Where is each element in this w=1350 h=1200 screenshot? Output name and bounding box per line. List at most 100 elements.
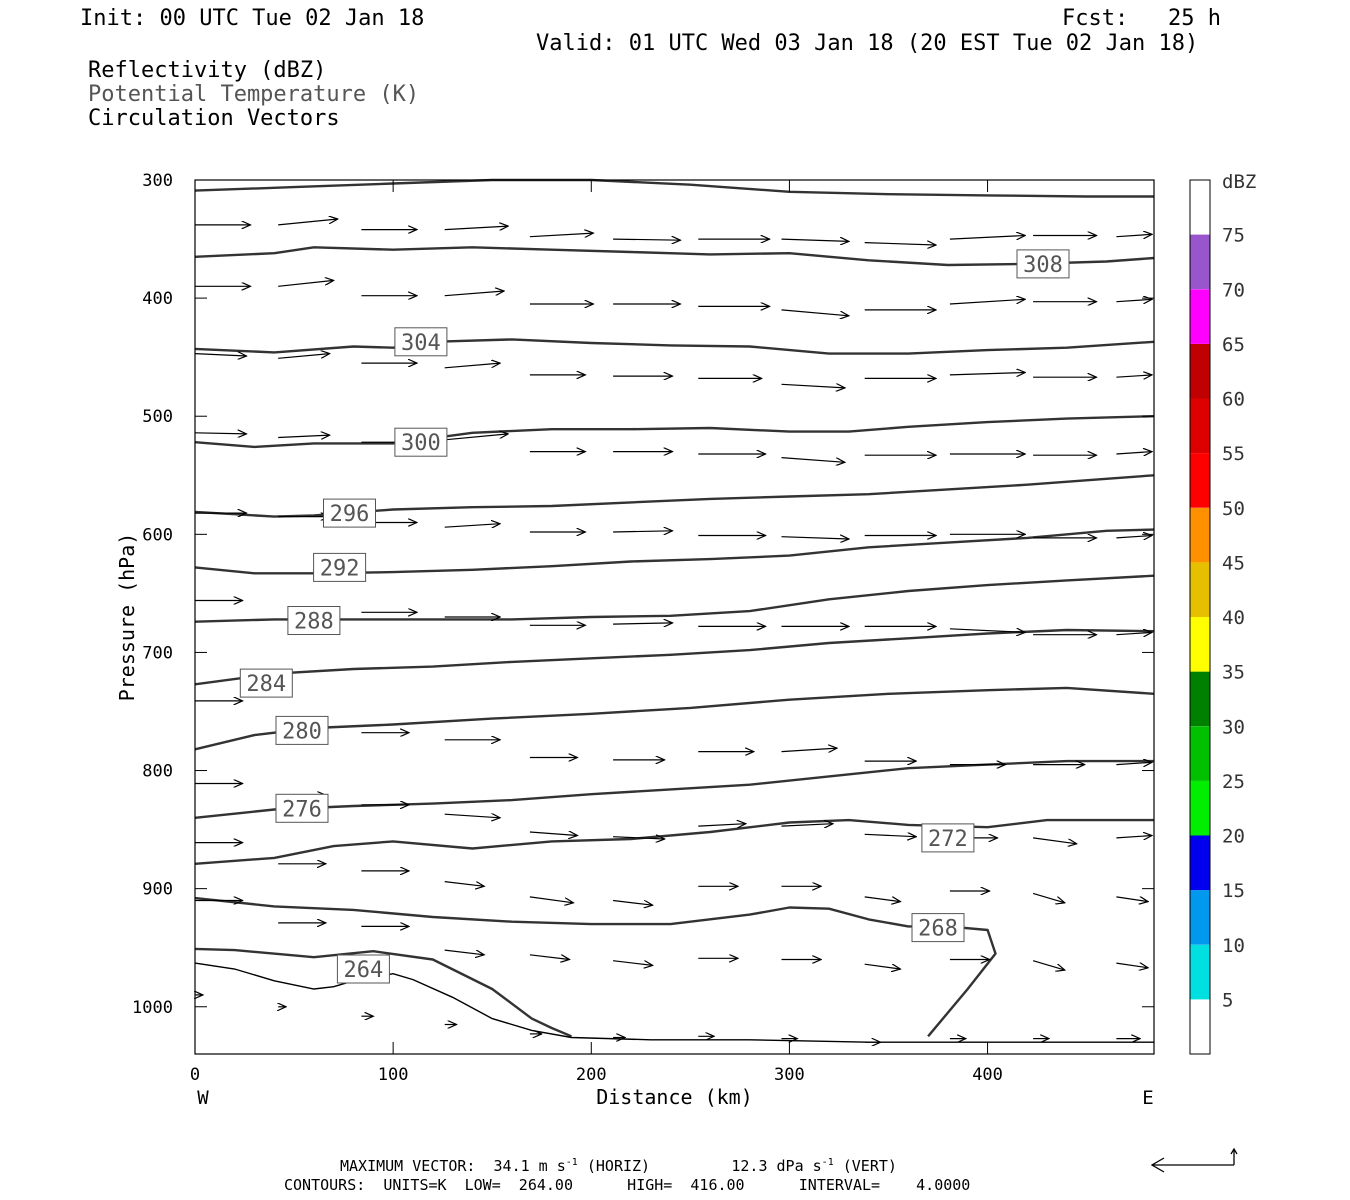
vector-arrow	[278, 219, 338, 226]
vector-arrow	[1116, 452, 1152, 454]
y-tick-label: 900	[142, 880, 173, 900]
vector-arrow	[781, 824, 834, 826]
vector-arrow	[781, 537, 849, 539]
vector-arrow	[444, 291, 504, 297]
vector-arrow	[1033, 837, 1077, 844]
colorbar-label: 45	[1222, 552, 1245, 574]
contour-label-304: 304	[401, 331, 441, 356]
valid-time: Valid: 01 UTC Wed 03 Jan 18 (20 EST Tue …	[536, 31, 1199, 56]
vector-arrow	[1116, 632, 1152, 634]
field-reflectivity: Reflectivity (dBZ)	[88, 58, 327, 83]
contour-label-276: 276	[282, 797, 322, 822]
colorbar-title: dBZ	[1222, 171, 1256, 193]
x-tick-label: 400	[972, 1065, 1003, 1085]
vector-arrow	[1032, 960, 1065, 970]
colorbar-segment	[1190, 780, 1210, 836]
vector-arrow	[194, 433, 247, 434]
vert-exponent: -1	[821, 1157, 834, 1168]
vector-arrow	[1032, 892, 1065, 902]
contour-264	[194, 947, 572, 1038]
vector-arrow	[613, 960, 653, 966]
colorbar-segment-below	[1190, 999, 1210, 1054]
vector-arrow	[1116, 234, 1152, 236]
vector-arrow	[529, 233, 593, 237]
contour-label-box	[394, 427, 448, 457]
vector-arrow	[864, 243, 936, 245]
x-end-label-west: W	[197, 1087, 209, 1109]
vector-arrow	[278, 354, 330, 359]
y-tick-label: 600	[142, 525, 173, 545]
x-axis-title: Distance (km)	[596, 1085, 753, 1109]
contour-label-box	[239, 668, 293, 698]
contour-272	[194, 818, 1154, 865]
vector-arrow	[1116, 536, 1152, 538]
vector-arrow	[444, 226, 508, 230]
vector-arrow	[1116, 836, 1152, 838]
contour-label-280: 280	[282, 719, 322, 744]
colorbar-segment	[1190, 453, 1210, 508]
vector-arrow	[529, 832, 578, 836]
colorbar-label: 35	[1222, 662, 1245, 684]
vector-arrow	[781, 457, 845, 463]
contour-label-296: 296	[330, 502, 370, 527]
vector-arrow	[949, 373, 1025, 375]
max-vector-label: MAXIMUM VECTOR:	[340, 1157, 476, 1175]
max-horiz-value: 34.1 m s	[493, 1157, 566, 1175]
dbz-colorbar: 5 10 15 20 25 30 35 40 45 50 55 60 65 70 75 dBZ	[1189, 171, 1256, 1055]
max-vector-line: MAXIMUM VECTOR: 34.1 m s-1 (HORIZ) 12.3 …	[340, 1158, 897, 1174]
colorbar-segment	[1190, 890, 1210, 945]
contour-304	[194, 338, 1155, 355]
colorbar-segment	[1190, 671, 1210, 727]
vector-arrow	[1116, 762, 1152, 764]
contour-276	[194, 759, 1154, 819]
x-tick-label: 0	[190, 1065, 200, 1085]
contour-308	[194, 246, 1155, 267]
vector-arrow	[444, 881, 485, 887]
vector-arrow	[1116, 299, 1152, 301]
vector-arrow	[949, 236, 1025, 240]
contour-labels: 264 268 272 276 280 284 288 292 296 300 304 308	[239, 249, 1070, 984]
colorbar-segment	[1190, 562, 1210, 617]
forecast-hour: Fcst: 25 h	[1062, 6, 1221, 31]
colorbar-label: 70	[1222, 279, 1245, 301]
colorbar-label: 55	[1222, 443, 1245, 465]
y-tick-label: 700	[142, 643, 173, 663]
contour-268	[194, 896, 997, 1038]
contour-280	[194, 686, 1155, 751]
vector-arrow	[529, 896, 574, 903]
vector-arrow	[949, 299, 1025, 305]
contour-label-box	[275, 793, 329, 823]
contour-312	[194, 178, 1154, 198]
colorbar-segment	[1190, 617, 1210, 672]
y-tick-label: 1000	[132, 998, 173, 1018]
vector-arrow	[781, 239, 849, 241]
colorbar-label: 5	[1222, 989, 1233, 1011]
vector-arrow	[444, 434, 508, 441]
max-vert-value: 12.3 dPa s	[731, 1157, 822, 1175]
y-tick-label: 300	[142, 171, 173, 191]
x-tick-label: 100	[378, 1065, 409, 1085]
contour-label-292: 292	[320, 556, 360, 581]
vector-arrow	[613, 239, 680, 240]
colorbar-label: 10	[1222, 935, 1245, 957]
y-axis-title: Pressure (hPa)	[115, 533, 139, 702]
horiz-exponent: -1	[565, 1157, 578, 1168]
colorbar-label: 65	[1222, 334, 1245, 356]
colorbar-label: 60	[1222, 389, 1245, 411]
contour-288	[194, 574, 1155, 623]
colorbar-label: 25	[1222, 771, 1245, 793]
contour-label-300: 300	[401, 431, 441, 456]
colorbar-segment	[1190, 726, 1210, 781]
vector-arrow	[278, 435, 330, 437]
x-tick-label: 200	[576, 1065, 607, 1085]
colorbar-segment	[1190, 507, 1210, 563]
vector-arrow	[781, 748, 838, 752]
contour-284	[194, 628, 1155, 686]
colorbar-label: 20	[1222, 826, 1245, 848]
vector-arrow	[194, 354, 247, 356]
contour-label-272: 272	[928, 827, 968, 852]
init-time: Init: 00 UTC Tue 02 Jan 18	[80, 6, 425, 31]
vector-arrow	[444, 949, 485, 955]
field-potential-temperature: Potential Temperature (K)	[88, 82, 420, 107]
vector-arrow	[613, 623, 672, 624]
